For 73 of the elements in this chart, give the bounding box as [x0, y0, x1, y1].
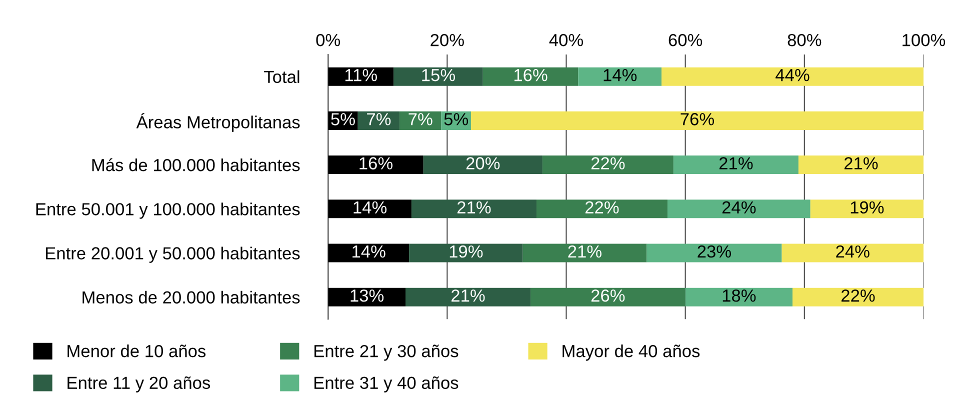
data-label: 21% [568, 245, 602, 258]
bar [646, 244, 782, 262]
data-label: 21% [457, 201, 491, 214]
legend-label: Mayor de 40 años [562, 344, 700, 361]
bar [328, 288, 406, 306]
x-tick-label: 100% [902, 34, 946, 46]
data-label: 20% [466, 157, 500, 170]
data-label: 26% [591, 289, 625, 302]
y-tick-label: Áreas Metropolitanas [136, 113, 300, 132]
bar [810, 200, 924, 218]
data-label: 76% [680, 113, 714, 126]
data-label: 21% [844, 157, 878, 170]
legend-label: Entre 11 y 20 años [68, 376, 210, 392]
data-label: 16% [514, 68, 548, 82]
y-tick-label: Entre 50.001 y 100.000 habitantes [36, 202, 300, 219]
x-tick-label: 80% [788, 34, 822, 46]
data-label: 14% [354, 201, 387, 214]
data-label: 22% [591, 157, 625, 170]
data-label: 14% [352, 245, 386, 258]
bar [470, 111, 924, 130]
bar [328, 156, 424, 174]
bar [578, 67, 662, 86]
bar [394, 67, 483, 86]
data-label: 14% [604, 69, 637, 82]
x-tick-label: 0% [316, 34, 340, 46]
data-label: 22% [842, 289, 875, 302]
y-tick-label: Entre 20.001 y 50.000 habitantes [46, 246, 300, 263]
y-tick-label: Menos de 20.000 habitantes [82, 290, 300, 304]
x-tick-label: 40% [549, 34, 584, 46]
bar [530, 288, 686, 306]
data-label: 22% [585, 201, 619, 214]
data-label: 18% [722, 289, 756, 302]
data-label: 24% [722, 201, 756, 214]
y-tick-label: Más de 100.000 habitantes [92, 158, 300, 172]
bar [798, 156, 924, 174]
data-label: 7% [367, 113, 391, 126]
data-label: 19% [450, 245, 483, 258]
y-tick-label: Total [264, 70, 300, 84]
bar [782, 244, 924, 262]
data-label: 13% [350, 289, 384, 302]
legend-label: Entre 31 y 40 años [314, 376, 458, 392]
data-label: 21% [719, 157, 753, 170]
data-label: 21% [452, 289, 485, 302]
data-label: 5% [444, 113, 468, 126]
data-label: 16% [360, 157, 392, 170]
data-label: 5% [331, 113, 355, 126]
bar [328, 200, 412, 218]
bar [536, 200, 668, 218]
bar [411, 200, 536, 218]
data-label: 15% [422, 69, 456, 82]
legend-label: Menor de 10 años [68, 344, 206, 358]
data-label: 7% [408, 113, 432, 126]
bar [685, 288, 793, 306]
bar [423, 156, 542, 174]
bar [406, 288, 531, 306]
x-tick-label: 20% [430, 34, 464, 46]
bar [542, 156, 674, 174]
data-label: 19% [850, 201, 884, 214]
data-label: 23% [698, 245, 731, 258]
bar [792, 288, 924, 306]
bar [662, 67, 924, 86]
bar [482, 67, 578, 86]
bar [328, 244, 410, 262]
bar [328, 67, 394, 86]
bar [673, 156, 798, 174]
bar [409, 244, 523, 262]
x-tick-label: 60% [668, 34, 702, 46]
legend-label: Entre 21 y 30 años [314, 344, 458, 361]
data-label: 24% [836, 245, 870, 258]
data-label: 11% [345, 69, 377, 82]
bar [522, 244, 647, 262]
data-label: 44% [776, 69, 810, 82]
bar [667, 200, 810, 218]
